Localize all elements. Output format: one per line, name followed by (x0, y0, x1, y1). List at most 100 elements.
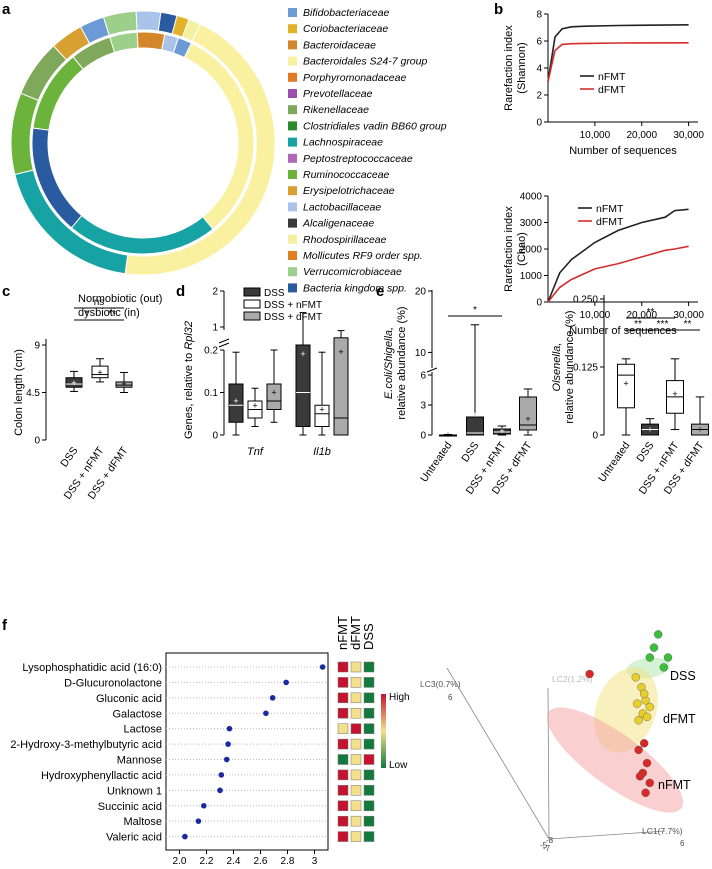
y-tick-label: 4 (536, 64, 542, 75)
axis-break (218, 338, 230, 344)
legend-swatch-11 (288, 186, 297, 196)
y-tick-label: 20 (415, 287, 427, 298)
heat-cell (363, 815, 375, 827)
x-category-label: Untreated (418, 440, 454, 485)
x-category-label: DSS (634, 440, 656, 465)
y-tick-label: 4000 (520, 192, 543, 203)
metabolite-label: Mannose (117, 755, 162, 767)
x-category-label: DSS (459, 440, 481, 465)
point-nFMT (645, 778, 654, 788)
y-tick-label: 2000 (520, 245, 543, 256)
legend-swatch-16 (288, 267, 297, 277)
y-tick-label: 6 (536, 37, 542, 48)
inner-slice-6 (136, 31, 166, 51)
x-tick-label: 30,000 (673, 130, 704, 141)
x-category-label: DSS (58, 445, 80, 470)
metabolite-label: D-Glucuronolactone (64, 677, 162, 689)
heat-cell (363, 677, 375, 688)
legend-swatch-9 (288, 153, 297, 163)
y-axis-label: relative abundance (%) (564, 310, 576, 423)
heat-cell (363, 692, 375, 704)
rarefaction-shannon-chart: 0 2 4 6 8 10,000 20,000 30,000 Number of sequenc… (503, 10, 704, 158)
box-0-box (65, 377, 83, 388)
heat-column-label: DSS (361, 623, 376, 650)
panel-d-label: d (176, 283, 185, 300)
point-DSS (645, 653, 654, 662)
point-nFMT (634, 745, 643, 755)
point-dFMT (631, 673, 640, 682)
heat-cell (363, 661, 375, 673)
legend-swatch-8 (288, 137, 297, 147)
y-axis-label: Rarefaction index (503, 25, 515, 111)
heat-cell (350, 661, 362, 673)
y-tick-label: 1 (212, 323, 218, 334)
legend-swatch-6 (288, 105, 297, 115)
heat-cell (363, 708, 375, 719)
axis-line-1 (446, 667, 550, 840)
box-5-box (333, 337, 349, 436)
heat-cell (363, 754, 375, 765)
heat-cell (350, 692, 362, 704)
rarefaction-chao-chart: 0 1000 2000 3000 4000 10,000 20,000 30,000 Numbe… (503, 192, 704, 338)
panel-a-label: a (2, 1, 11, 18)
heat-cell (350, 785, 362, 796)
y-tick-label: 0 (34, 436, 40, 447)
box-0-box (228, 383, 244, 423)
x-axis-label: Number of sequences (569, 325, 677, 337)
box-2-mean: + (121, 379, 126, 389)
vip-point (319, 664, 326, 670)
box-1-mean: + (97, 367, 102, 377)
plot-frame (165, 652, 329, 851)
panel-c-label: c (2, 283, 10, 300)
y-tick-label: 3 (420, 401, 426, 412)
vip-point (283, 679, 289, 686)
box-1-box (91, 365, 109, 379)
point-nFMT (640, 739, 649, 748)
vip-point (218, 772, 225, 778)
legend-label-17: Bacteria kingdom spp. (303, 282, 407, 294)
metabolite-label: Hydroxyphenyllactic acid (41, 770, 162, 782)
axis-line-2 (547, 687, 550, 840)
y-axis-label: (Chao) (516, 232, 528, 266)
box-2-mean: + (271, 388, 276, 398)
heat-column-label: dFMT (348, 616, 363, 650)
box-3-mean: + (300, 349, 305, 359)
heat-cell (337, 738, 349, 750)
axis-break (426, 367, 438, 373)
vip-point (195, 818, 202, 824)
x-tick-label: 2.4 (227, 856, 241, 867)
box-3-box (519, 396, 537, 431)
legend-label-15: Mollicutes RF9 order spp. (303, 250, 423, 262)
heat-cell (337, 785, 349, 796)
y-axis-label: relative abundance (%) (396, 306, 408, 419)
axis-tick-label: 6 (680, 839, 685, 848)
box-2-box (115, 381, 133, 388)
heat-cell (337, 708, 349, 719)
y-tick-label: 0 (592, 431, 598, 442)
group-label-Il1b: Il1b (313, 446, 331, 458)
x-tick-label: 20,000 (626, 310, 657, 321)
legend-swatch-0 (243, 287, 261, 297)
legend-label: dFMT (598, 84, 626, 96)
significance-label: ** (647, 307, 655, 318)
significance-label: *** (657, 319, 669, 330)
vip-point (263, 710, 269, 717)
y-tick-label: 8 (536, 10, 542, 21)
metabolite-label: 2-Hydroxy-3-methylbutyric acid (10, 739, 162, 751)
legend-swatch-13 (288, 218, 297, 228)
panel-b-label: b (494, 1, 503, 18)
y-axis-label: Genes, relative to Rpl32 (183, 321, 195, 439)
legend-swatch-15 (288, 251, 297, 260)
x-tick-label: 2.0 (173, 856, 187, 867)
heat-cell (350, 800, 362, 811)
pls-da-3d-plot: LC1(7.7%) LC3(0.7%) LC2(1.2%) 6 6 -8-7-5 DSS dF… (420, 630, 696, 853)
axis-line-0 (548, 830, 666, 840)
donut-chart: Normobiotic (out) dysbiotic (in) Bifidobac… (10, 7, 447, 319)
heat-cell (363, 723, 375, 734)
legend-label-1: Coriobacteriaceae (303, 23, 388, 35)
series-line-nFMT (547, 208, 689, 303)
box-2-mean: + (499, 426, 504, 436)
point-nFMT (635, 772, 645, 781)
y-tick-label: 10 (415, 348, 427, 359)
metabolite-label: Succinic acid (98, 801, 162, 813)
